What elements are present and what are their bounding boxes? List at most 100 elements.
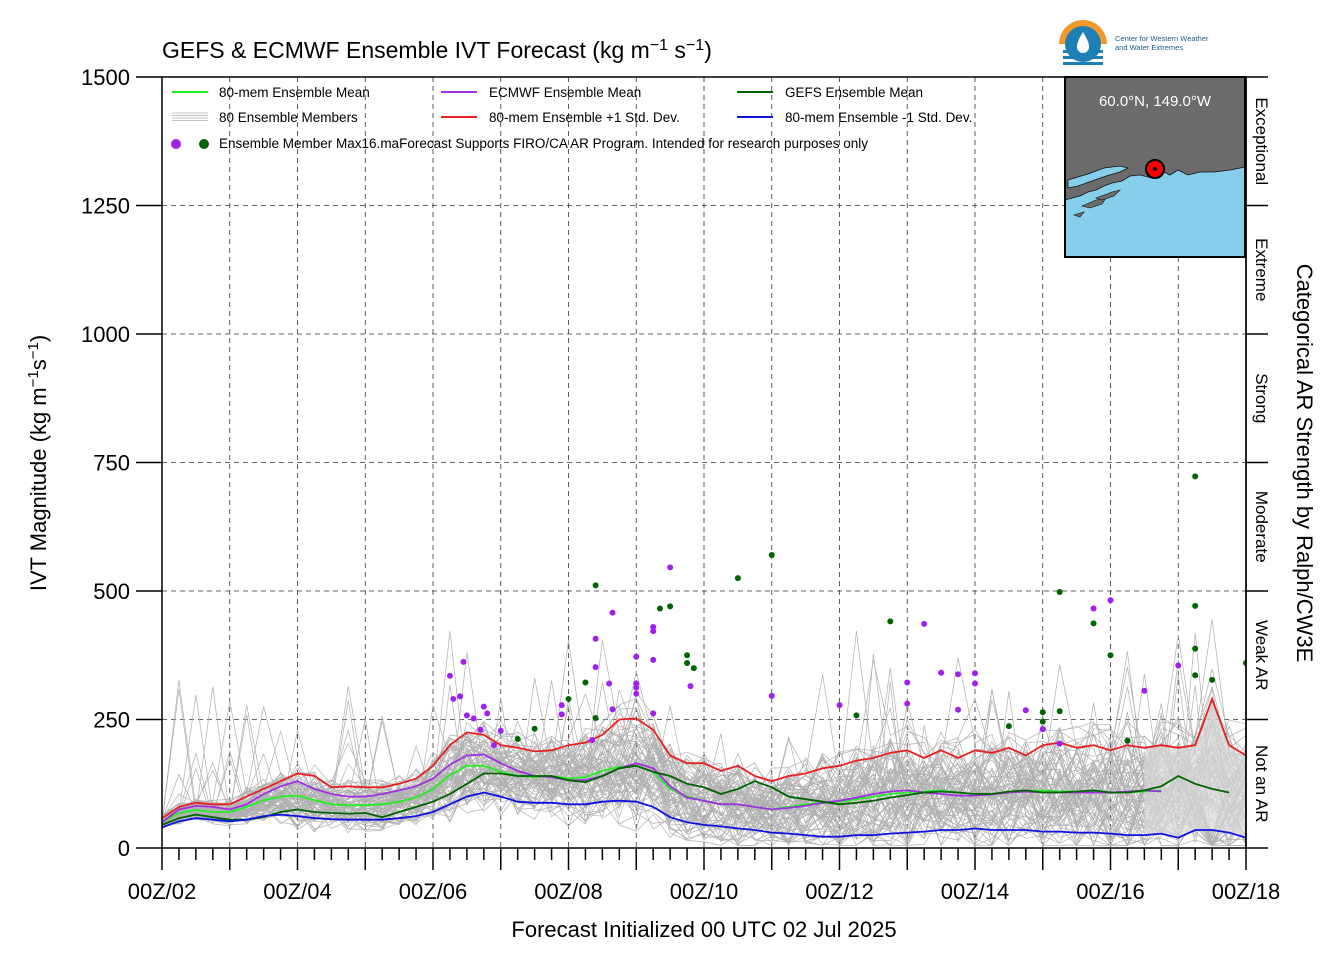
gefs-member-max-point bbox=[1192, 672, 1199, 679]
ecmwf-member-max-point bbox=[606, 680, 613, 687]
ecmwf-member-max-point bbox=[1107, 597, 1114, 604]
ecmwf-member-max-point bbox=[470, 715, 477, 722]
drop-icon bbox=[1077, 32, 1089, 53]
gefs-member-max-point bbox=[1005, 723, 1012, 730]
ensemble-member-line bbox=[162, 619, 1246, 818]
legend-label-members: 80 Ensemble Members bbox=[219, 110, 358, 125]
legend-label-minus-sd: 80-mem Ensemble -1 Std. Dev. bbox=[785, 110, 972, 125]
gefs-member-max-point bbox=[853, 712, 860, 719]
right-axis-label: Categorical AR Strength by Ralph/CW3E bbox=[1292, 264, 1317, 663]
inset-inlet bbox=[1067, 165, 1130, 189]
gefs-member-max-point bbox=[684, 659, 691, 666]
gefs-member-max-point bbox=[514, 736, 521, 743]
ensemble-member-line bbox=[162, 685, 1246, 817]
gefs-member-max-point bbox=[1090, 620, 1097, 627]
cw3e-logo: Center for Western Weather and Water Ext… bbox=[1059, 20, 1209, 68]
gefs-member-max-point bbox=[531, 725, 538, 732]
ecmwf-member-max-point bbox=[592, 635, 599, 642]
ecmwf-member-max-point bbox=[650, 623, 657, 630]
ecmwf-member-max-point bbox=[589, 737, 596, 744]
y-tick-label: 250 bbox=[93, 708, 130, 733]
x-tick-label: 00Z/10 bbox=[670, 879, 739, 904]
ensemble-member-line bbox=[162, 749, 1246, 847]
ecmwf-member-max-point bbox=[484, 710, 491, 717]
ecmwf-member-max-point bbox=[1056, 740, 1063, 747]
gefs-member-max-point bbox=[768, 552, 775, 559]
x-tick-label: 00Z/02 bbox=[128, 879, 197, 904]
gefs-member-max-point bbox=[1039, 709, 1046, 716]
ecmwf-member-max-point bbox=[609, 609, 616, 616]
gefs-member-max-point bbox=[592, 714, 599, 721]
series-line bbox=[162, 791, 1246, 839]
gefs-member-max-point bbox=[656, 605, 663, 612]
gefs-member-max-point bbox=[1039, 718, 1046, 725]
category-label: Moderate bbox=[1252, 491, 1271, 563]
gefs-member-max-point bbox=[1209, 676, 1216, 683]
category-label: Not an AR bbox=[1252, 745, 1271, 823]
ecmwf-member-max-point bbox=[1175, 662, 1182, 669]
ecmwf-member-max-point bbox=[450, 695, 457, 702]
ecmwf-member-max-point bbox=[1039, 726, 1046, 733]
inset-location-label: 60.0°N, 149.0°W bbox=[1099, 93, 1212, 110]
gefs-member-max-point bbox=[582, 679, 589, 686]
ecmwf-member-max-point bbox=[687, 683, 694, 690]
category-label: Exceptional bbox=[1252, 97, 1271, 185]
ecmwf-member-max-point bbox=[921, 620, 928, 627]
y-tick-label: 1000 bbox=[81, 322, 130, 347]
legend-swatch-members bbox=[172, 112, 208, 121]
ecmwf-member-max-point bbox=[768, 692, 775, 699]
ecmwf-member-max-point bbox=[558, 702, 565, 709]
ecmwf-member-max-point bbox=[650, 656, 657, 663]
gefs-member-max-point bbox=[1056, 589, 1063, 596]
ecmwf-member-max-point bbox=[836, 702, 843, 709]
gefs-member-max-point bbox=[734, 575, 741, 582]
ecmwf-member-max-point bbox=[609, 706, 616, 713]
ecmwf-member-max-point bbox=[490, 742, 497, 749]
legend-label-mean: 80-mem Ensemble Mean bbox=[219, 85, 370, 100]
ecmwf-member-max-point bbox=[633, 653, 640, 660]
ensemble-member-line bbox=[162, 706, 1246, 832]
legend-label-max: Ensemble Member Max16.maForecast Support… bbox=[219, 136, 868, 151]
member-max-points bbox=[446, 473, 1246, 749]
ecmwf-member-max-point bbox=[633, 680, 640, 687]
gefs-member-max-point bbox=[1107, 652, 1114, 659]
x-tick-label: 00Z/12 bbox=[805, 879, 874, 904]
series-lines bbox=[162, 696, 1246, 839]
legend: 80-mem Ensemble Mean ECMWF Ensemble Mean… bbox=[171, 85, 972, 151]
ecmwf-member-max-point bbox=[558, 711, 565, 718]
y-axis: 0 250 500 750 1000 1250 1500 bbox=[81, 65, 162, 861]
category-label: Extreme bbox=[1252, 238, 1271, 301]
ecmwf-member-max-point bbox=[633, 690, 640, 697]
inset-map: 60.0°N, 149.0°W bbox=[1064, 76, 1246, 258]
ensemble-member-line bbox=[162, 705, 1246, 847]
chart-title: GEFS & ECMWF Ensemble IVT Forecast (kg m… bbox=[162, 37, 712, 64]
legend-label-gefs: GEFS Ensemble Mean bbox=[785, 85, 923, 100]
gefs-member-max-point bbox=[684, 652, 691, 659]
y-tick-label: 1250 bbox=[81, 194, 130, 219]
gefs-member-max-point bbox=[1192, 602, 1199, 609]
y-tick-label: 0 bbox=[118, 836, 130, 861]
ecmwf-member-max-point bbox=[650, 710, 657, 717]
gefs-member-max-point bbox=[565, 695, 572, 702]
category-label: Weak AR bbox=[1252, 620, 1271, 691]
x-axis: 00Z/02 00Z/04 00Z/06 00Z/08 00Z/10 00Z/12 00Z/… bbox=[128, 848, 1280, 904]
ensemble-member-line bbox=[162, 745, 1246, 839]
ecmwf-member-max-point bbox=[446, 672, 453, 679]
ecmwf-member-max-point bbox=[480, 703, 487, 710]
logo-text-line-1: Center for Western Weather bbox=[1115, 34, 1209, 43]
gefs-member-max-point bbox=[1124, 737, 1131, 744]
gefs-member-max-point bbox=[592, 582, 599, 589]
legend-label-ecmwf: ECMWF Ensemble Mean bbox=[489, 85, 641, 100]
ecmwf-member-max-point bbox=[460, 658, 467, 665]
category-axis: Not an AR Weak AR Moderate Strong Extreme Exc… bbox=[1246, 76, 1271, 849]
ensemble-member-line bbox=[162, 652, 1246, 844]
ecmwf-member-max-point bbox=[972, 670, 978, 677]
ensemble-spread bbox=[1144, 698, 1246, 838]
inset-frame bbox=[1064, 76, 1246, 258]
ecmwf-member-max-point bbox=[633, 684, 640, 691]
ecmwf-member-max-point bbox=[955, 706, 962, 713]
ecmwf-member-max-point bbox=[667, 564, 674, 571]
x-tick-label: 00Z/08 bbox=[534, 879, 603, 904]
gefs-member-max-point bbox=[1056, 708, 1063, 715]
